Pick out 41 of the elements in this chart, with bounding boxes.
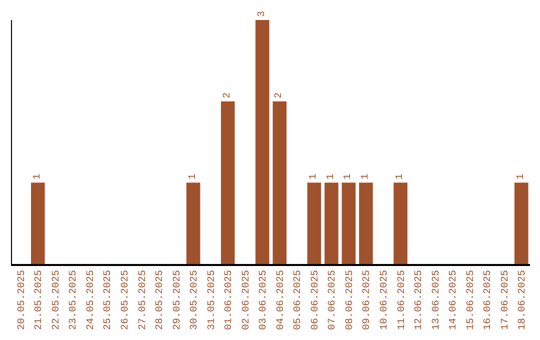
- x-tick-label: 17.06.2025: [500, 270, 512, 330]
- x-tick-label: 14.06.2025: [448, 270, 460, 330]
- x-tick-label: 13.06.2025: [431, 270, 442, 330]
- x-tick-label: 08.06.2025: [344, 270, 356, 330]
- x-tick-label: 30.05.2025: [190, 270, 201, 330]
- data-label: 1: [395, 174, 406, 180]
- x-tick-label: 03.06.2025: [258, 270, 270, 330]
- data-label: 1: [326, 174, 337, 180]
- x-tick-label: 20.05.2025: [16, 270, 28, 330]
- x-tick-label: 10.06.2025: [379, 270, 390, 330]
- data-label: 1: [360, 174, 372, 180]
- x-tick-label: 06.06.2025: [310, 270, 322, 330]
- data-label: 3: [256, 10, 268, 17]
- data-label: 1: [188, 174, 199, 180]
- x-tick-label: 09.06.2025: [362, 270, 374, 330]
- x-tick-label: 12.06.2025: [414, 270, 426, 330]
- x-tick-label: 23.05.2025: [68, 270, 80, 330]
- data-label: 2: [274, 92, 286, 98]
- x-tick-label: 27.05.2025: [138, 270, 149, 330]
- data-label: 1: [308, 174, 320, 180]
- x-tick-label: 05.06.2025: [293, 270, 304, 330]
- x-tick-label: 18.06.2025: [518, 270, 529, 330]
- x-tick-label: 25.05.2025: [103, 270, 114, 330]
- x-tick-label: 11.06.2025: [396, 270, 408, 330]
- x-tick-label: 02.06.2025: [241, 270, 252, 330]
- data-label: 2: [222, 92, 234, 98]
- x-tick-label: 15.06.2025: [466, 270, 477, 330]
- data-label: 1: [343, 174, 354, 180]
- x-tick-label: 29.05.2025: [172, 270, 184, 330]
- x-tick-label: 22.05.2025: [51, 270, 62, 330]
- x-tick-label: 01.06.2025: [224, 270, 236, 330]
- data-label: 1: [516, 174, 527, 180]
- x-tick-label: 31.05.2025: [206, 270, 218, 330]
- x-tick-label: 07.06.2025: [328, 270, 339, 330]
- x-tick-label: 21.05.2025: [34, 270, 46, 330]
- x-tick-label: 24.05.2025: [86, 270, 97, 330]
- x-tick-label: 16.06.2025: [483, 270, 494, 330]
- x-tick-label: 26.05.2025: [120, 270, 132, 330]
- x-tick-label: 04.06.2025: [276, 270, 287, 330]
- x-tick-label: 28.05.2025: [155, 270, 166, 330]
- data-label: 1: [32, 174, 44, 180]
